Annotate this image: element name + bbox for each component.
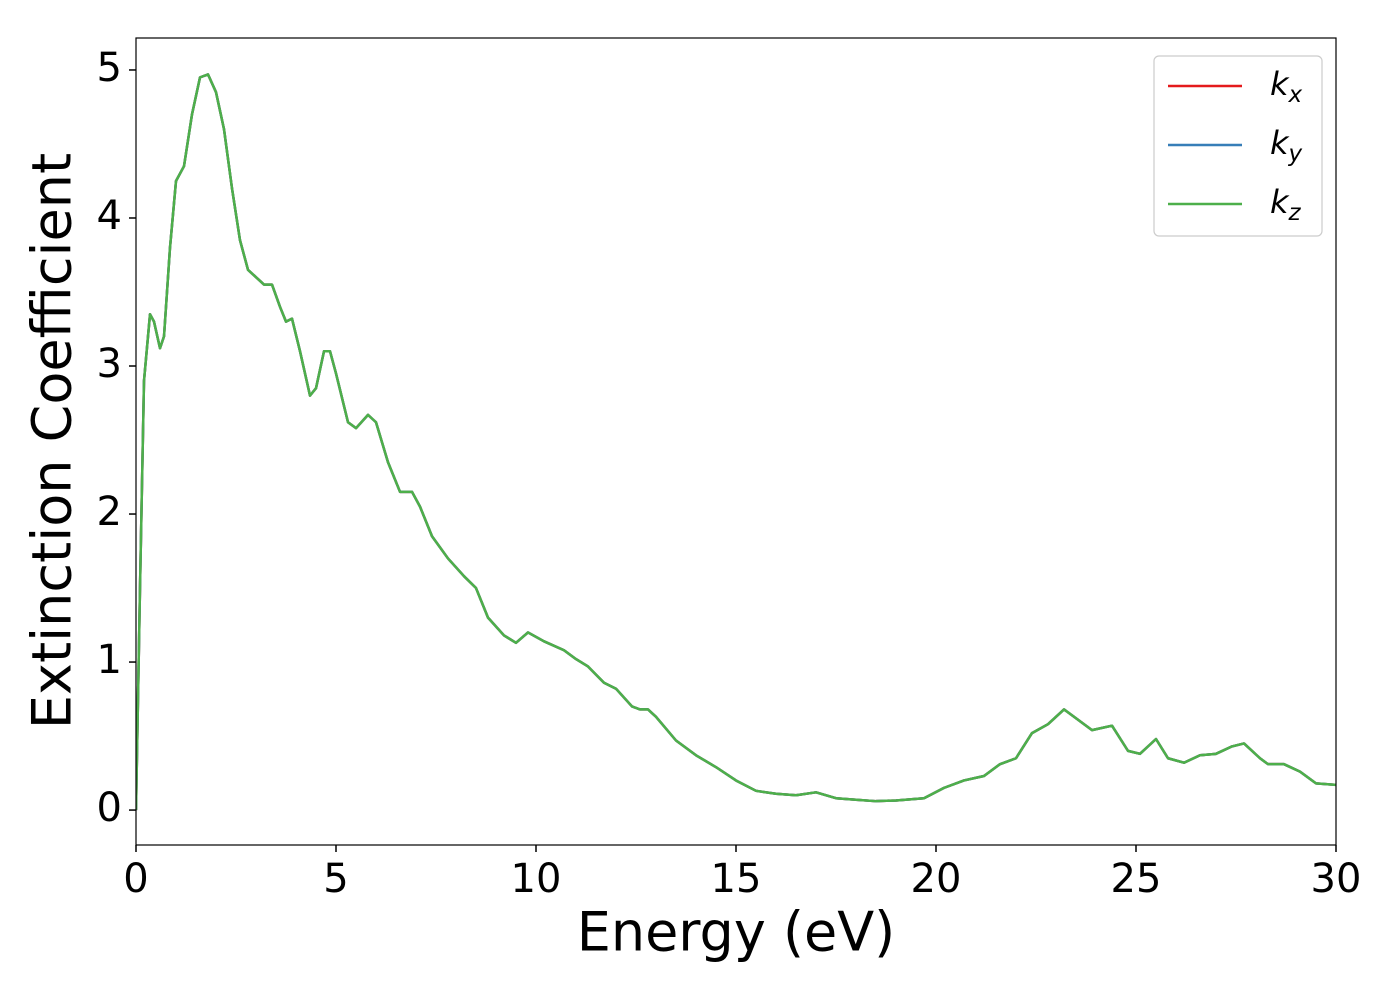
data-line [136, 73, 1336, 811]
x-tick-label: 15 [711, 856, 762, 902]
legend-label: kz [1270, 183, 1302, 226]
x-axis-label: Energy (eV) [577, 901, 896, 964]
y-tick-label: 1 [97, 637, 122, 683]
legend-symbol: k [1270, 183, 1290, 221]
x-tick-label: 0 [123, 856, 148, 902]
y-tick-label: 0 [97, 785, 122, 831]
legend-label: kx [1270, 65, 1303, 108]
x-tick-label: 10 [511, 856, 562, 902]
x-tick-label: 5 [323, 856, 348, 902]
legend-subscript: x [1288, 82, 1303, 108]
legend-label: ky [1270, 124, 1303, 167]
x-tick-label: 30 [1311, 856, 1362, 902]
y-tick-label: 2 [97, 489, 122, 535]
y-tick-label: 5 [97, 45, 122, 91]
x-tick-label: 20 [911, 856, 962, 902]
plot-frame [135, 37, 1337, 846]
legend-symbol: k [1270, 124, 1290, 162]
y-tick-label: 3 [97, 341, 122, 387]
y-axis-label: Extinction Coefficient [21, 153, 84, 729]
legend-symbol: k [1270, 65, 1290, 103]
legend-subscript: z [1288, 200, 1302, 226]
x-tick-label: 25 [1111, 856, 1162, 902]
legend-subscript: y [1288, 141, 1303, 167]
y-tick-label: 4 [97, 193, 122, 239]
